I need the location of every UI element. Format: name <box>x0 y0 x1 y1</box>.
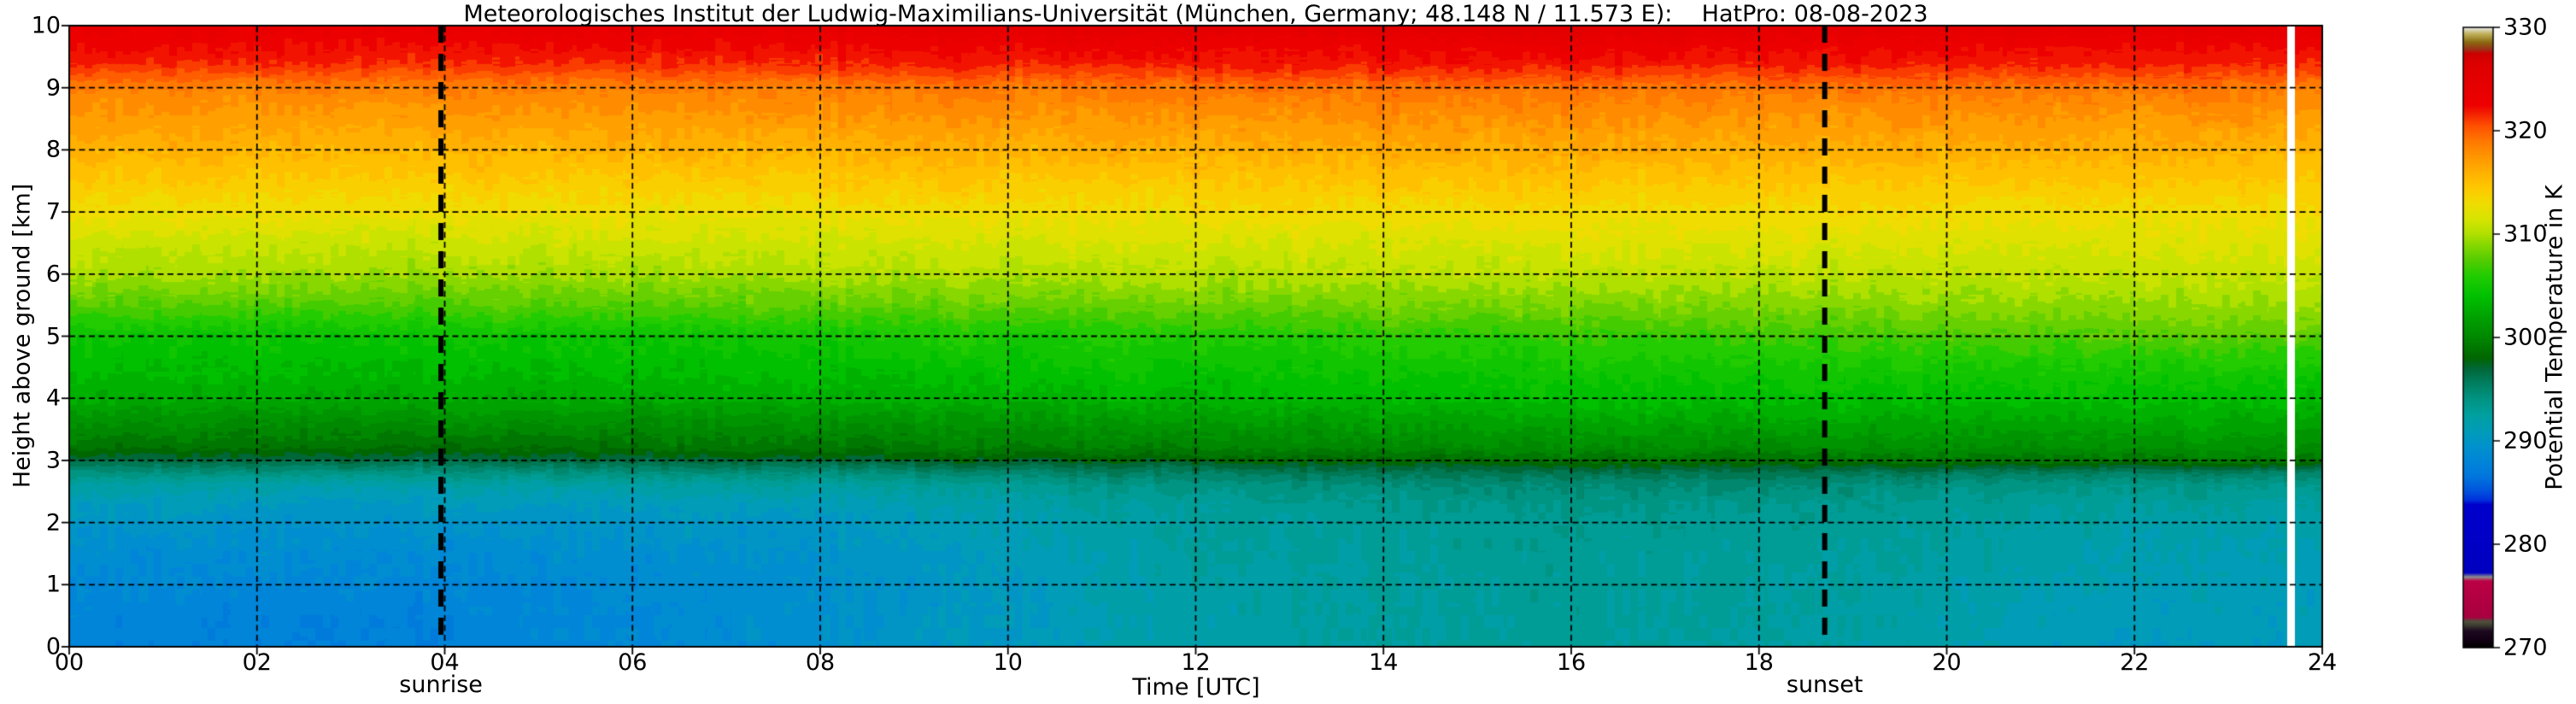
y-tick-4: 4 <box>45 384 61 412</box>
sunrise-annotation: sunrise <box>399 672 483 698</box>
y-tick-0: 0 <box>45 633 61 660</box>
x-tick-16: 16 <box>1556 649 1587 676</box>
x-axis-label: Time [UTC] <box>1132 674 1260 701</box>
figure-title: Meteorologisches Institut der Ludwig-Max… <box>463 1 1928 27</box>
colorbar-tick-300: 300 <box>2503 324 2548 351</box>
x-tick-00: 00 <box>54 649 85 676</box>
colorbar-tick-310: 310 <box>2503 220 2548 248</box>
y-tick-3: 3 <box>45 447 61 474</box>
x-tick-18: 18 <box>1744 649 1774 676</box>
x-tick-02: 02 <box>242 649 272 676</box>
y-tick-9: 9 <box>45 74 61 102</box>
x-tick-10: 10 <box>993 649 1023 676</box>
colorbar-tick-270: 270 <box>2503 634 2548 661</box>
x-tick-08: 08 <box>805 649 836 676</box>
y-tick-7: 7 <box>45 198 61 226</box>
colorbar-tick-330: 330 <box>2503 14 2548 41</box>
x-tick-22: 22 <box>2120 649 2150 676</box>
colorbar-tick-320: 320 <box>2503 117 2548 144</box>
x-tick-14: 14 <box>1369 649 1399 676</box>
x-tick-06: 06 <box>618 649 648 676</box>
x-tick-12: 12 <box>1181 649 1211 676</box>
y-tick-1: 1 <box>45 571 61 598</box>
y-tick-5: 5 <box>45 323 61 349</box>
y-tick-2: 2 <box>45 509 61 537</box>
x-tick-24: 24 <box>2307 649 2338 676</box>
colorbar-tick-290: 290 <box>2503 427 2548 455</box>
y-tick-10: 10 <box>31 12 61 39</box>
colorbar-tick-280: 280 <box>2503 531 2548 558</box>
x-tick-04: 04 <box>430 649 460 676</box>
y-tick-6: 6 <box>45 261 61 288</box>
y-tick-8: 8 <box>45 136 61 163</box>
x-tick-20: 20 <box>1932 649 1962 676</box>
sunset-annotation: sunset <box>1786 672 1863 698</box>
y-axis-label: Height above ground [km] <box>9 183 36 489</box>
